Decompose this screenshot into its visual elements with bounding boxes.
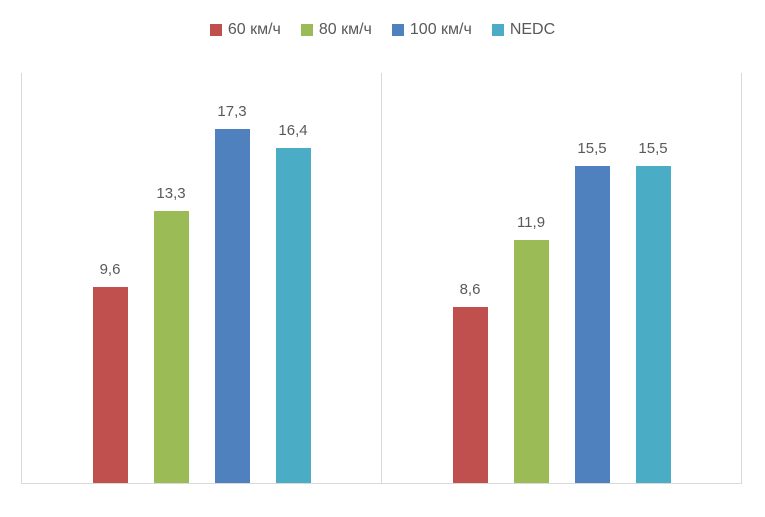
- bar-value-label: 15,5: [638, 140, 668, 157]
- legend-item: 80 км/ч: [300, 21, 372, 39]
- legend-item: 60 км/ч: [209, 21, 281, 39]
- category-panel-2: 8,6 11,9 15,5 15,5: [381, 73, 741, 483]
- bar: [513, 240, 549, 483]
- legend-label: 100 км/ч: [409, 21, 472, 38]
- legend-item: NEDC: [491, 21, 556, 39]
- legend-item: 100 км/ч: [391, 21, 472, 39]
- bar-cell: 16,4: [275, 122, 311, 483]
- bar-value-label: 17,3: [217, 103, 247, 120]
- legend-swatch-icon: [391, 24, 404, 36]
- bar-cell: 17,3: [214, 103, 250, 483]
- legend-swatch-icon: [209, 24, 222, 36]
- category-panel-1: 9,6 13,3 17,3 16,4: [22, 73, 381, 483]
- bar-cell: 13,3: [153, 185, 189, 483]
- legend-swatch-icon: [300, 24, 313, 36]
- bar: [92, 287, 128, 483]
- legend: 60 км/ч 80 км/ч 100 км/ч NEDC: [0, 21, 765, 39]
- bar: [452, 307, 488, 483]
- bar-value-label: 16,4: [278, 122, 308, 139]
- bar-cell: 15,5: [635, 140, 671, 483]
- bar-value-label: 15,5: [577, 140, 607, 157]
- legend-swatch-icon: [491, 24, 504, 36]
- bar-value-label: 11,9: [516, 214, 546, 231]
- bar: [275, 148, 311, 483]
- bar: [214, 129, 250, 483]
- bar-cell: 11,9: [513, 214, 549, 483]
- bar-value-label: 13,3: [156, 185, 186, 202]
- bar-cell: 8,6: [452, 281, 488, 483]
- bar-cell: 15,5: [574, 140, 610, 483]
- bar: [574, 166, 610, 483]
- plot-area: 9,6 13,3 17,3 16,4 8,6 11,9 15,5 15,5: [21, 73, 742, 484]
- legend-label: 80 км/ч: [318, 21, 372, 38]
- bar: [635, 166, 671, 483]
- bar-cell: 9,6: [92, 261, 128, 483]
- bar: [153, 211, 189, 483]
- bar-value-label: 8,6: [459, 281, 481, 298]
- legend-label: 60 км/ч: [227, 21, 281, 38]
- bar-value-label: 9,6: [99, 261, 121, 278]
- legend-label: NEDC: [509, 21, 556, 38]
